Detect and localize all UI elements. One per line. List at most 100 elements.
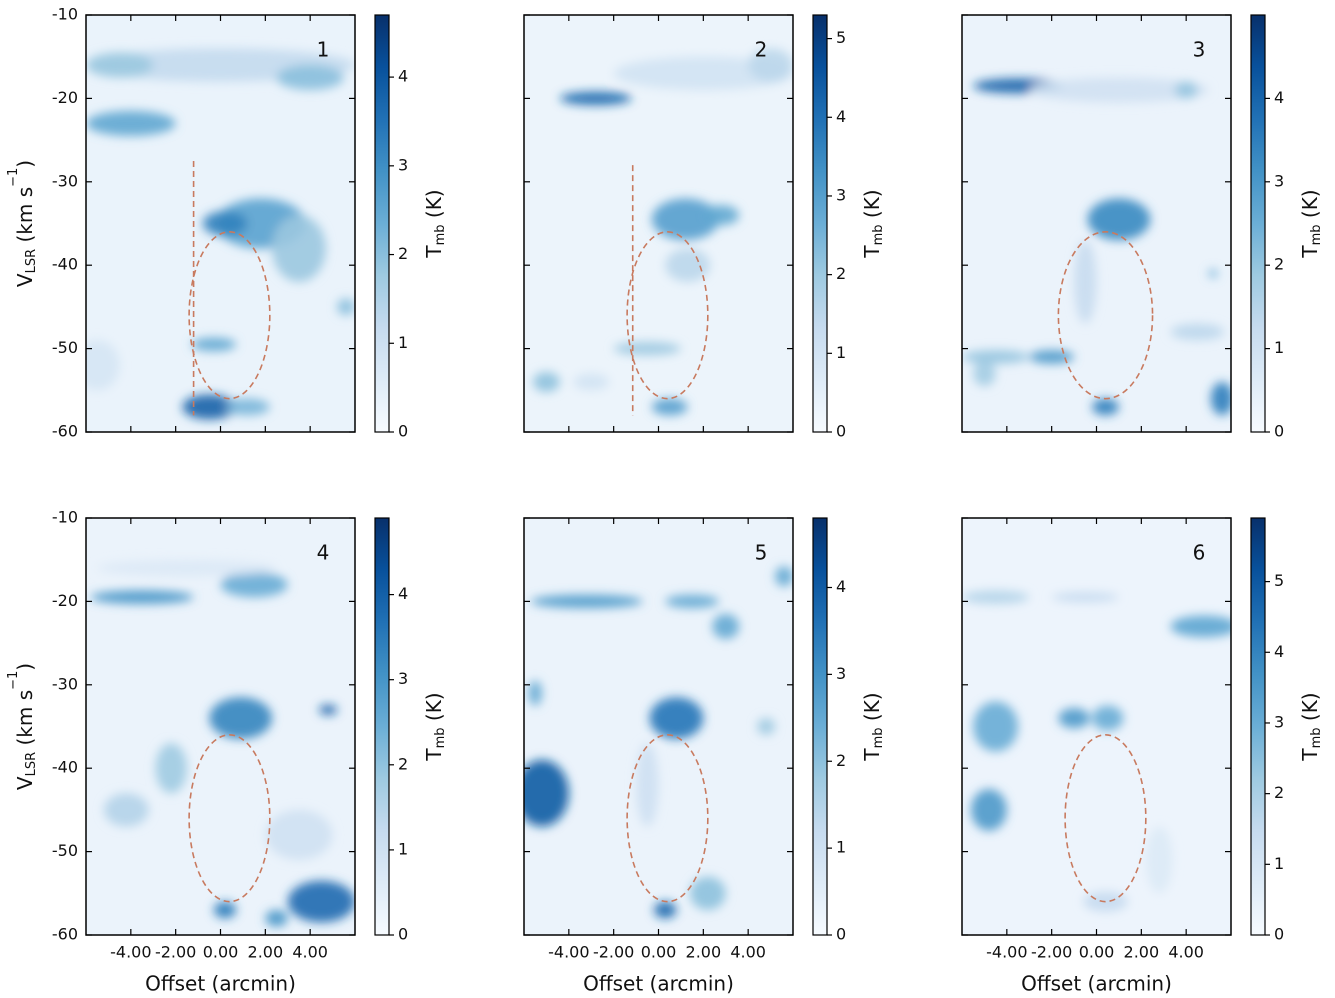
- plot-area: [86, 15, 355, 432]
- colorbar-tick-label: 1: [836, 343, 846, 362]
- x-axis-label: Offset (arcmin): [145, 972, 296, 996]
- colorbar-tick-label: 0: [836, 925, 846, 944]
- colorbar-tick-label: 1: [1274, 338, 1284, 357]
- panel-label: 1: [317, 38, 330, 62]
- x-tick-label: 2.00: [1124, 943, 1160, 962]
- panel: -4.00 -2.00 0.00 2.00 4.00 -10 -20 -30 -40 -50 -60…: [6, 508, 448, 996]
- emission-blob: [613, 341, 681, 356]
- emission-blob: [528, 680, 542, 706]
- y-tick-label: -60: [52, 925, 78, 944]
- y-axis-label-part: −1: [6, 168, 21, 187]
- y-tick-label: -10: [52, 5, 78, 24]
- plot-area: [962, 518, 1231, 935]
- emission: [532, 48, 793, 416]
- emission: [90, 559, 355, 927]
- ellipse-annotation: [1064, 734, 1147, 903]
- emission-blob: [155, 743, 187, 794]
- colorbar-tick-label: 0: [398, 925, 408, 944]
- emission-blob: [775, 566, 793, 587]
- colorbar-tick-label: 5: [1274, 571, 1284, 590]
- colorbar-tick-label: 4: [836, 107, 846, 126]
- colorbar-tick-label: 3: [836, 185, 846, 204]
- colorbar-label-part: (K): [1298, 189, 1322, 224]
- colorbar-tick-label: 2: [398, 244, 408, 263]
- panel: 2 0 1 2 3 4 5 Tmb (K): [523, 14, 886, 441]
- x-tick-label: 0.00: [641, 943, 677, 962]
- ellipse-annotation: [1057, 231, 1154, 400]
- y-tick-label: -60: [52, 422, 78, 441]
- x-tick-label: 2.00: [686, 943, 722, 962]
- colorbar: [812, 517, 828, 936]
- colorbar-tick-label: 4: [398, 584, 408, 603]
- colorbar-tick-label: 5: [836, 28, 846, 47]
- y-axis-label-part: (km s: [13, 187, 37, 249]
- emission-blob: [209, 697, 273, 740]
- emission-blob: [649, 697, 704, 740]
- y-tick-label: -50: [52, 338, 78, 357]
- colorbar-tick-label: 2: [1274, 783, 1284, 802]
- plot-area: [524, 15, 793, 432]
- emission-blob: [1092, 398, 1119, 416]
- colorbar-tick-label: 4: [1274, 642, 1284, 661]
- emission-blob: [613, 56, 793, 91]
- x-tick-label: 4.00: [1168, 943, 1204, 962]
- colorbar-label-part: (K): [422, 189, 446, 224]
- colorbar-label-part: T: [860, 748, 884, 762]
- emission-blob: [191, 337, 237, 352]
- y-tick-label: -20: [52, 88, 78, 107]
- emission-blob: [319, 704, 338, 715]
- emission-blob: [689, 876, 726, 910]
- colorbar-label-part: (K): [860, 189, 884, 224]
- colorbar: [374, 14, 390, 433]
- panel-label: 5: [755, 541, 768, 565]
- colorbar-tick-label: 1: [836, 838, 846, 857]
- emission-blob: [1058, 708, 1090, 729]
- colorbar-label: Tmb (K): [1298, 189, 1324, 258]
- colorbar-label-part: (K): [1298, 692, 1322, 727]
- colorbar-tick-label: 2: [836, 264, 846, 283]
- colorbar-tick-label: 3: [398, 155, 408, 174]
- emission-blob: [1092, 705, 1124, 731]
- y-tick-label: -20: [52, 591, 78, 610]
- colorbar-label-part: T: [422, 748, 446, 762]
- colorbar-tick-label: 1: [398, 333, 408, 352]
- colorbar: [374, 517, 390, 936]
- colorbar-tick-label: 2: [398, 754, 408, 773]
- emission: [962, 590, 1231, 912]
- ellipse-annotation: [188, 231, 271, 400]
- colorbar: [812, 14, 828, 433]
- emission-blob: [1208, 269, 1218, 278]
- colorbar-label-part: T: [1298, 748, 1322, 762]
- colorbar-label-part: mb: [871, 727, 886, 748]
- colorbar-tick-label: 1: [398, 839, 408, 858]
- y-axis-label-part: V: [13, 273, 37, 287]
- emission-blob: [962, 350, 1030, 364]
- emission-blob: [748, 48, 793, 82]
- colorbar-tick-label: 2: [1274, 255, 1284, 274]
- emission-blob: [265, 809, 333, 860]
- emission: [524, 566, 793, 919]
- colorbar-tick-label: 3: [836, 664, 846, 683]
- emission-blob: [665, 248, 711, 282]
- x-tick-label: -2.00: [155, 943, 196, 962]
- emission-blob: [182, 394, 237, 420]
- colorbar-label-part: T: [422, 245, 446, 259]
- colorbar-label: Tmb (K): [422, 189, 448, 258]
- colorbar-label: Tmb (K): [422, 692, 448, 761]
- colorbar-tick-label: 0: [398, 422, 408, 441]
- emission-blob: [1145, 826, 1173, 894]
- emission-blob: [1083, 891, 1128, 912]
- y-axis-label: VLSR (km s−1): [6, 160, 39, 287]
- x-tick-label: 4.00: [730, 943, 766, 962]
- colorbar-tick-label: 0: [836, 422, 846, 441]
- emission-blob: [530, 594, 643, 609]
- emission-blob: [757, 718, 776, 735]
- emission: [86, 48, 355, 420]
- ellipse-annotation: [188, 734, 271, 903]
- colorbar-label-part: mb: [871, 224, 886, 245]
- emission-blob: [86, 340, 120, 391]
- emission-blob: [1210, 381, 1231, 416]
- emission-blob: [86, 52, 154, 78]
- panel-label: 6: [1193, 541, 1206, 565]
- x-tick-label: 4.00: [292, 943, 328, 962]
